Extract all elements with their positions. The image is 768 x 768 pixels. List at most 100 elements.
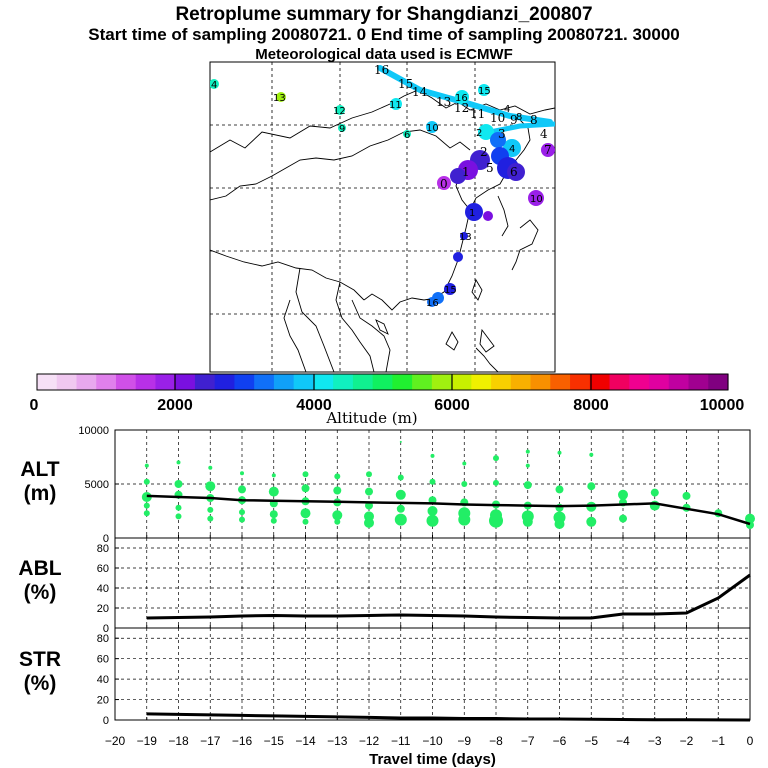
alt-point [458, 513, 471, 526]
x-tick-label: −15 [264, 734, 285, 748]
colorbar-swatch [708, 374, 729, 390]
alt-point [397, 474, 404, 481]
y-tick-label: 80 [97, 543, 109, 555]
colorbar-swatch [155, 374, 176, 390]
colorbar-swatch [649, 374, 670, 390]
colorbar-swatch [668, 374, 690, 390]
alt-point [270, 517, 277, 524]
colorbar-swatch [629, 374, 650, 390]
colorbar-swatch [589, 374, 611, 390]
alt-point [268, 486, 279, 497]
colorbar-swatch [273, 374, 295, 390]
alt-point [525, 463, 530, 468]
alt-point [555, 485, 564, 494]
alt-point [239, 516, 245, 523]
map-day-label: 10 [530, 194, 543, 205]
alt-point [394, 513, 407, 526]
alt-point [489, 513, 503, 528]
plume-point [465, 203, 483, 221]
plume-track-cyan-2 [487, 121, 555, 135]
colorbar-swatch [609, 374, 630, 390]
alt-point [239, 509, 245, 516]
alt-point [334, 473, 341, 480]
alt-point [619, 514, 627, 523]
x-tick-label: −11 [391, 734, 411, 748]
map-day-label: 13 [459, 232, 472, 243]
colorbar-swatch [471, 374, 492, 390]
alt-point [143, 510, 150, 517]
plume-point [460, 232, 468, 240]
alt-point [208, 465, 213, 470]
alt-point [587, 482, 596, 491]
alt-point [461, 481, 468, 487]
plume-point [427, 297, 437, 307]
alt-point [144, 463, 149, 468]
colorbar-label: Altitude (m) [325, 409, 417, 427]
alt-point [493, 479, 499, 486]
x-tick-label: −4 [616, 734, 630, 748]
colorbar-swatch [76, 374, 97, 390]
colorbar-swatch [352, 374, 374, 390]
alt-point [143, 478, 150, 485]
y-tick-label: 0 [103, 533, 109, 545]
colorbar-swatch [510, 374, 532, 390]
y-tick-label: 60 [97, 563, 109, 575]
alt-point [176, 460, 181, 465]
plume-point [478, 124, 494, 140]
altitude-colorbar: 0 2000 4000 6000 8000 10000 Altitude (m) [30, 373, 744, 427]
colorbar-swatch [313, 374, 334, 390]
x-tick-label: −10 [422, 734, 443, 748]
colorbar-tick-label: 0 [30, 397, 39, 414]
alt-point [175, 513, 182, 520]
map-graticule [210, 62, 555, 372]
alt-point [430, 453, 435, 458]
map-day-label: 12 [333, 106, 346, 117]
x-tick-label: −12 [359, 734, 380, 748]
plume-point [210, 79, 219, 89]
x-tick-label: −19 [137, 734, 158, 748]
y-tick-label: 40 [97, 674, 109, 686]
plume-point [403, 130, 411, 138]
alt-point [301, 484, 310, 493]
sampling-time-line: Start time of sampling 20080721. 0 End t… [88, 25, 680, 44]
map-day-label: 11 [470, 107, 485, 121]
plume-track-cyan [377, 65, 553, 125]
panel-abl: 80 60 40 20 0 ABL(%) [18, 537, 751, 635]
x-tick-label: −9 [457, 734, 471, 748]
time-series-panels: 1000050000ALT(m)806040200ABL(%)806040200… [18, 425, 755, 768]
colorbar-swatch [135, 374, 157, 390]
alt-point [396, 504, 405, 513]
y-tick-label: 5000 [85, 479, 109, 491]
map-day-label: 4 [504, 104, 510, 115]
x-tick-label: −14 [295, 734, 316, 748]
chart-title: Retroplume summary for Shangdianzi_20080… [175, 4, 593, 25]
panel-ylabel: (%) [24, 672, 57, 695]
colorbar-swatch [214, 374, 236, 390]
panel-ylabel: ABL [18, 557, 61, 580]
map-day-label: 4 [509, 144, 515, 155]
colorbar-swatch [392, 374, 413, 390]
map-day-label: 4 [211, 80, 217, 91]
trajectory-map: 16 15 14 13 12 11 10 9 8 4 3 2 1 5 6 7 0… [209, 61, 556, 373]
map-small-labels: 10 4 13 12 11 9 6 10 16 15 2 4 1 13 15 1… [211, 80, 543, 309]
map-day-label: 2 [476, 128, 482, 139]
alt-point [523, 481, 532, 490]
map-day-label: 1 [469, 208, 475, 219]
plume-point [335, 105, 345, 115]
alt-point [271, 473, 276, 478]
plume-point [276, 92, 286, 102]
alt-point [269, 510, 278, 519]
map-day-label: 15 [444, 285, 457, 296]
colorbar-swatch [175, 374, 196, 390]
plume-point [455, 90, 469, 104]
alt-point [745, 513, 755, 524]
colorbar-swatch [333, 374, 354, 390]
colorbar-swatch [412, 374, 433, 390]
map-day-label: 16 [426, 298, 439, 309]
map-day-label: 10 [426, 123, 439, 134]
alt-point [174, 480, 183, 488]
plume-point [490, 132, 506, 148]
alt-point [332, 510, 343, 521]
